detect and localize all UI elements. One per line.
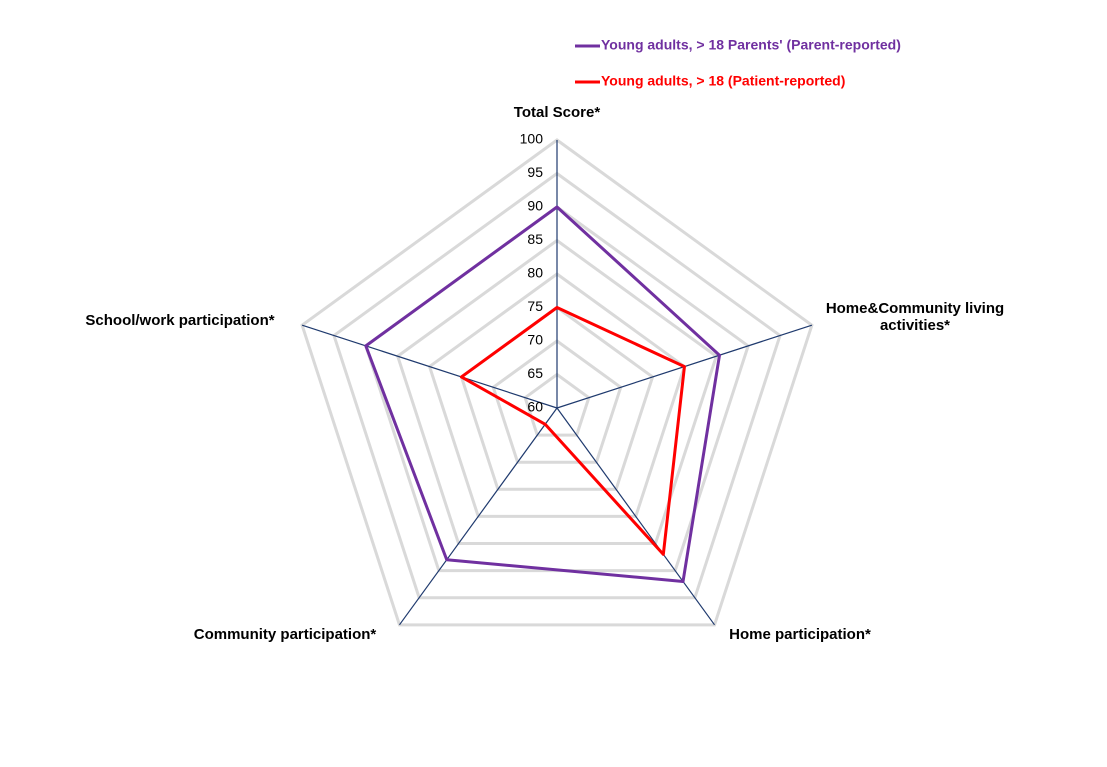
category-label: School/work participation* — [85, 312, 275, 329]
grid-ring — [427, 272, 687, 518]
category-label: Home&Community living activities* — [825, 300, 1005, 334]
y-tick-label: 65 — [527, 365, 543, 381]
grid-ring — [300, 138, 814, 627]
y-tick-label: 80 — [527, 265, 543, 281]
y-tick-label: 75 — [527, 298, 543, 314]
y-tick-label: 70 — [527, 332, 543, 348]
y-tick-label: 100 — [520, 131, 544, 147]
grid-ring — [332, 171, 782, 600]
series-line — [364, 205, 721, 583]
category-label: Total Score* — [513, 104, 601, 121]
y-tick-label: 90 — [527, 198, 543, 214]
category-label: Home participation* — [729, 626, 871, 643]
y-tick-label: 60 — [527, 399, 543, 415]
y-tick-label: 85 — [527, 231, 543, 247]
axis-spoke — [556, 407, 716, 626]
legend-label: Young adults, > 18 Parents' (Parent-repo… — [601, 37, 901, 53]
grid-ring — [395, 238, 719, 546]
grid-ring — [491, 339, 623, 464]
legend-label: Young adults, > 18 (Patient-reported) — [601, 73, 845, 89]
axis-spoke — [301, 324, 558, 409]
axis-spoke — [398, 407, 558, 626]
category-label: Community participation* — [193, 626, 377, 643]
y-tick-label: 95 — [527, 164, 543, 180]
series-line — [459, 306, 686, 556]
